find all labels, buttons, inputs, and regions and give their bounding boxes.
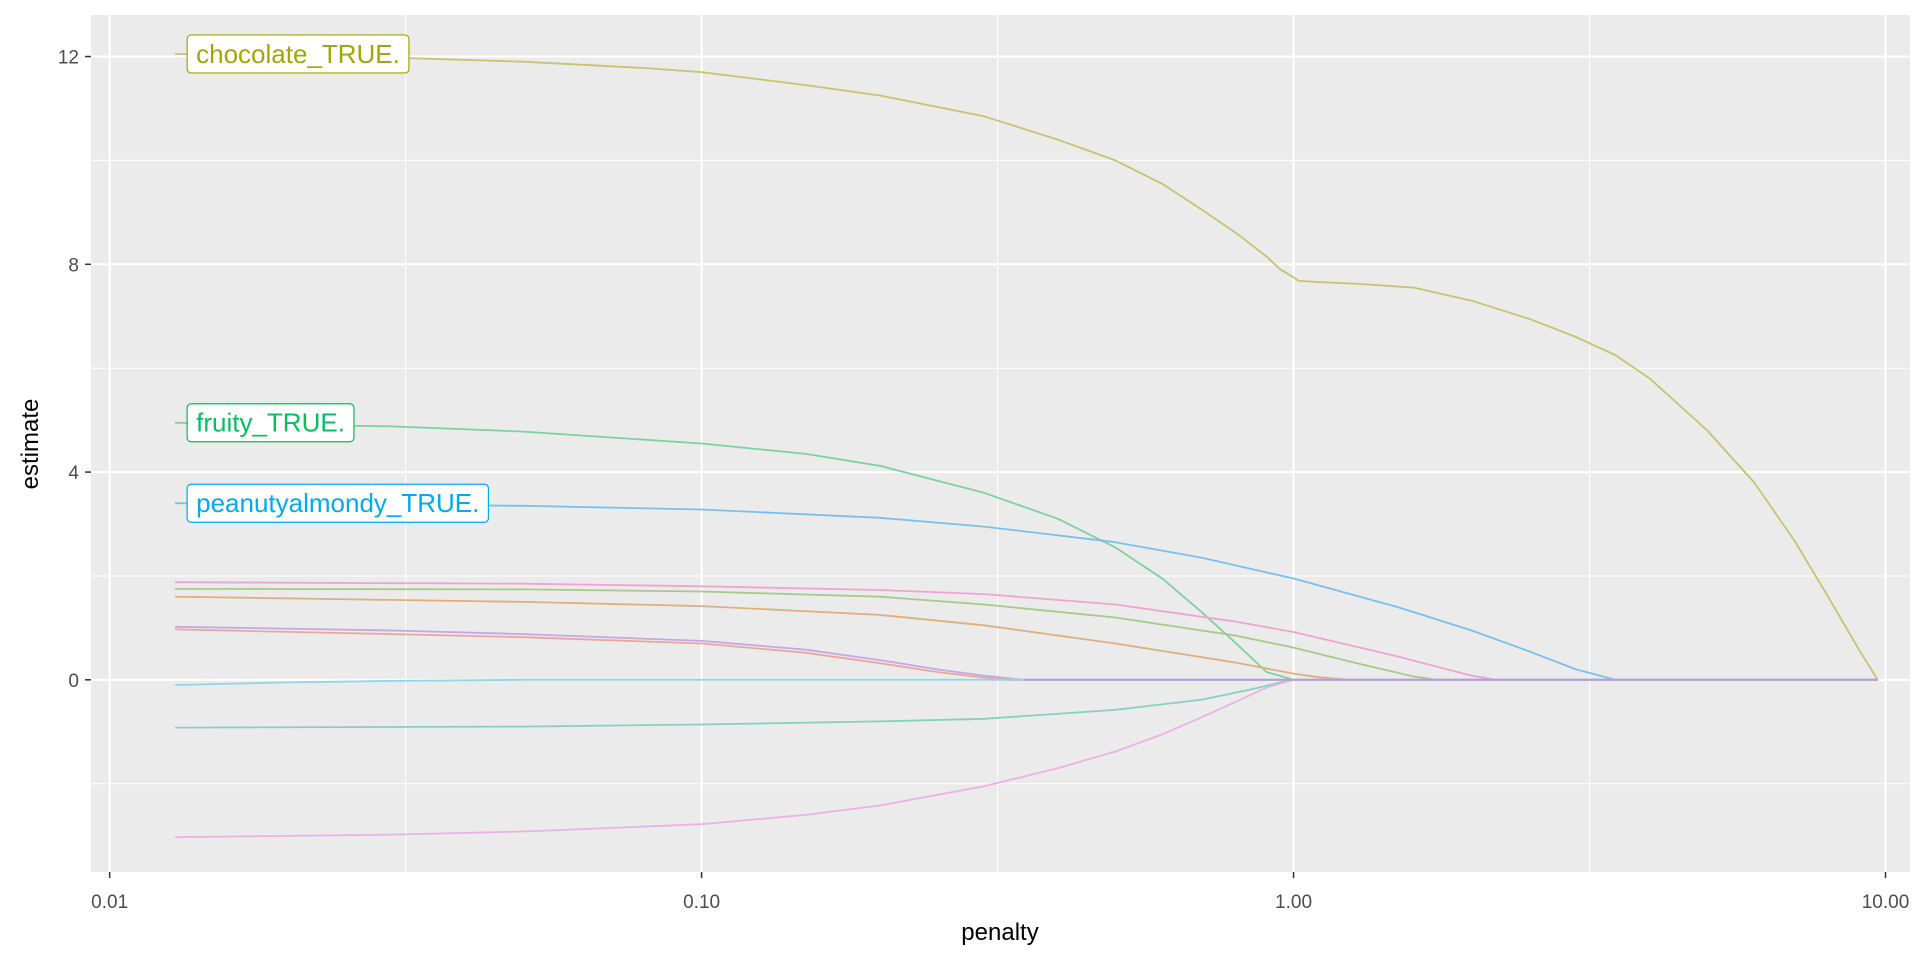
series-line-3 [175,502,1878,681]
annotation-label-2: fruity_TRUE. [186,403,355,443]
annotation-text: chocolate_TRUE. [196,39,400,69]
y-axis-title: estimate [17,399,44,490]
annotation-text: peanutyalmondy_TRUE. [196,488,479,518]
annotation-label-1: chocolate_TRUE. [186,34,410,74]
series-layer [175,53,1879,839]
x-tick-label: 10.00 [1862,892,1910,913]
plot-panel [91,15,1910,872]
minor-grid [91,15,1910,872]
series-line-8 [175,628,1878,681]
annotation-text: fruity_TRUE. [196,408,345,438]
series-line-7 [175,625,1878,681]
x-tick-label: 0.10 [683,892,720,913]
annotation-label-3: peanutyalmondy_TRUE. [186,483,490,523]
axis-layer: 0.01 0.10 1.00 10.00 0 4 8 12 [58,48,1909,913]
annotation-box [186,403,355,443]
x-axis-title: penalty [961,919,1038,946]
y-tick-label: 0 [68,671,79,692]
y-tick-label: 4 [68,463,79,484]
annotation-box [186,483,490,523]
series-line-11 [175,678,1878,839]
annotation-box [186,34,410,74]
series-line-5 [175,588,1878,681]
series-line-4 [175,581,1878,681]
series-line-6 [175,595,1878,681]
annotation-layer: chocolate_TRUE. fruity_TRUE. peanutyalmond… [186,34,490,523]
series-line-9 [175,678,1878,686]
x-tick-label: 0.01 [91,892,128,913]
x-tick-label: 1.00 [1275,892,1312,913]
y-tick-label: 8 [68,255,79,276]
series-line-1 [175,53,1879,681]
series-line-2 [175,421,1878,681]
y-tick-label: 12 [58,48,79,69]
